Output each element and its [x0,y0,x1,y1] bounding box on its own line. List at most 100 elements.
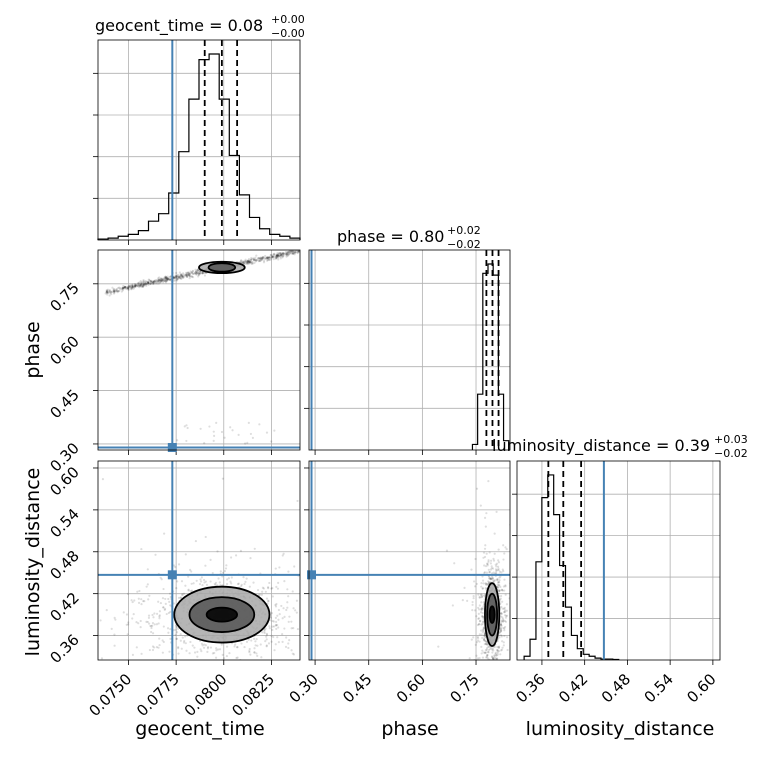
sample-point [482,551,486,554]
sample-point [139,282,142,285]
sample-point [134,285,137,288]
sample-point [494,568,498,571]
hist-panel-phase [304,249,511,455]
sample-point [496,649,499,652]
contour-0 [205,606,239,623]
sample-point [481,615,484,618]
sample-point [493,665,495,667]
sample-point [187,272,191,275]
sample-point [200,664,202,666]
density-level-0 [206,607,238,622]
sample-point [149,279,152,283]
sample-point [287,253,290,256]
sample-point [177,273,180,276]
sample-point [260,257,263,260]
sample-point [290,252,293,255]
sample-point [146,280,149,283]
sample-point [224,661,226,663]
sample-point [131,284,134,287]
sample-point [198,272,202,275]
sample-point [164,280,167,283]
sample-point [225,645,229,648]
sample-point [291,251,294,254]
sample-point [495,569,498,572]
sample-point [152,281,155,284]
sample-point [478,608,481,611]
sample-point [184,635,187,638]
sample-point [167,631,170,634]
sample-point [146,620,149,624]
sample-point [480,633,483,636]
sample-point [285,254,288,257]
sample-point [153,280,156,283]
sample-point [480,593,483,596]
sample-point [175,637,178,640]
density-level-0 [489,606,495,623]
sample-point [215,649,218,652]
sample-point [324,614,326,616]
sample-point [500,648,504,651]
sample-point [239,259,243,262]
sample-point [268,255,271,258]
sample-point [140,283,143,286]
xtick-label-geocent_time-3: 0.0825 [228,670,278,720]
sample-point [288,639,291,642]
sample-point [185,275,189,278]
sample-point [137,597,140,600]
sample-point [114,618,117,621]
sample-point [139,619,142,623]
sample-point [473,609,477,612]
sample-point [147,278,150,281]
sample-point [498,636,501,639]
sample-point [156,666,158,668]
sample-point [486,653,489,657]
sample-point [164,279,168,283]
sample-point [145,620,148,623]
sample-point [158,643,161,647]
sample-point [246,259,249,263]
sample-point [126,286,130,289]
sample-point [504,616,508,619]
sample-point [178,271,181,274]
sample-point [486,562,489,565]
sample-point [493,579,497,582]
sample-point [146,568,149,571]
sample-point [499,629,503,632]
sample-point [499,649,503,652]
ytick-label-luminosity_distance-0: 0.36 [46,631,82,667]
sample-point [164,276,168,279]
sample-point [277,254,280,257]
sample-point [487,668,489,670]
sample-point [105,289,109,292]
sample-point [240,261,243,264]
sample-point [268,581,271,585]
sample-point [247,258,251,261]
sample-point [246,262,249,266]
sample-point [236,582,240,586]
sample-point [158,617,161,620]
sample-point [179,277,182,280]
sample-point [153,612,156,615]
sample-point [177,276,181,279]
hist-outline-geocent_time [97,53,301,240]
sample-point [499,630,502,633]
sample-point [290,250,293,253]
sample-point [142,600,145,603]
sample-point [498,598,502,601]
sample-point [486,654,489,657]
sample-point [139,284,142,287]
hist-panel-geocent_time [93,39,301,245]
sample-point [282,252,285,255]
sample-point [501,607,504,610]
sample-point [200,576,203,579]
sample-point [489,576,492,579]
sample-point [488,571,491,574]
sample-point [477,617,481,620]
hist-bar-7 [566,607,572,660]
sample-point [146,280,149,284]
sample-point [277,581,280,584]
sample-point [173,275,176,278]
sample-point [275,627,278,630]
sample-point [502,607,506,610]
sample-point [494,672,496,674]
